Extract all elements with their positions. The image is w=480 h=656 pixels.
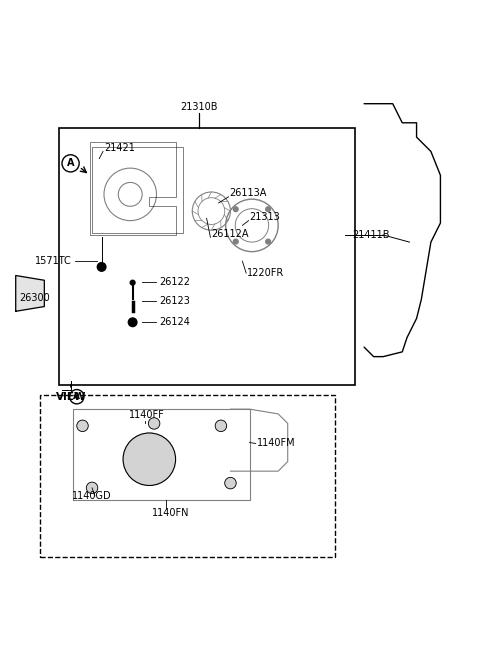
Text: 1140FF: 1140FF — [129, 409, 165, 420]
Text: A: A — [73, 392, 80, 401]
Text: 21411B: 21411B — [352, 230, 390, 240]
Circle shape — [225, 478, 236, 489]
Circle shape — [148, 418, 160, 429]
Circle shape — [233, 207, 238, 212]
Text: 26124: 26124 — [159, 318, 190, 327]
Circle shape — [128, 318, 137, 327]
Circle shape — [97, 262, 106, 271]
Text: 1140FN: 1140FN — [152, 508, 189, 518]
Text: 26122: 26122 — [159, 277, 190, 287]
Circle shape — [77, 420, 88, 432]
Text: VIEW: VIEW — [56, 392, 87, 401]
Text: 1140GD: 1140GD — [72, 491, 112, 501]
Circle shape — [130, 280, 135, 285]
Bar — [39, 395, 336, 557]
Text: 26300: 26300 — [20, 293, 50, 304]
Circle shape — [266, 207, 271, 212]
Text: A: A — [67, 158, 74, 169]
Text: 1140FM: 1140FM — [257, 438, 295, 449]
Circle shape — [215, 420, 227, 432]
Circle shape — [123, 433, 176, 485]
Text: 21310B: 21310B — [180, 102, 218, 112]
Text: 26123: 26123 — [159, 296, 190, 306]
Circle shape — [86, 482, 98, 493]
Text: 26113A: 26113A — [229, 188, 267, 198]
Circle shape — [233, 239, 238, 244]
Text: 1220FR: 1220FR — [247, 268, 285, 278]
Text: 21313: 21313 — [250, 213, 280, 222]
Text: 21421: 21421 — [104, 143, 135, 153]
Circle shape — [266, 239, 271, 244]
Text: 1571TC: 1571TC — [35, 256, 72, 266]
Text: 26112A: 26112A — [211, 229, 249, 239]
Bar — [59, 127, 355, 385]
Polygon shape — [16, 276, 44, 312]
